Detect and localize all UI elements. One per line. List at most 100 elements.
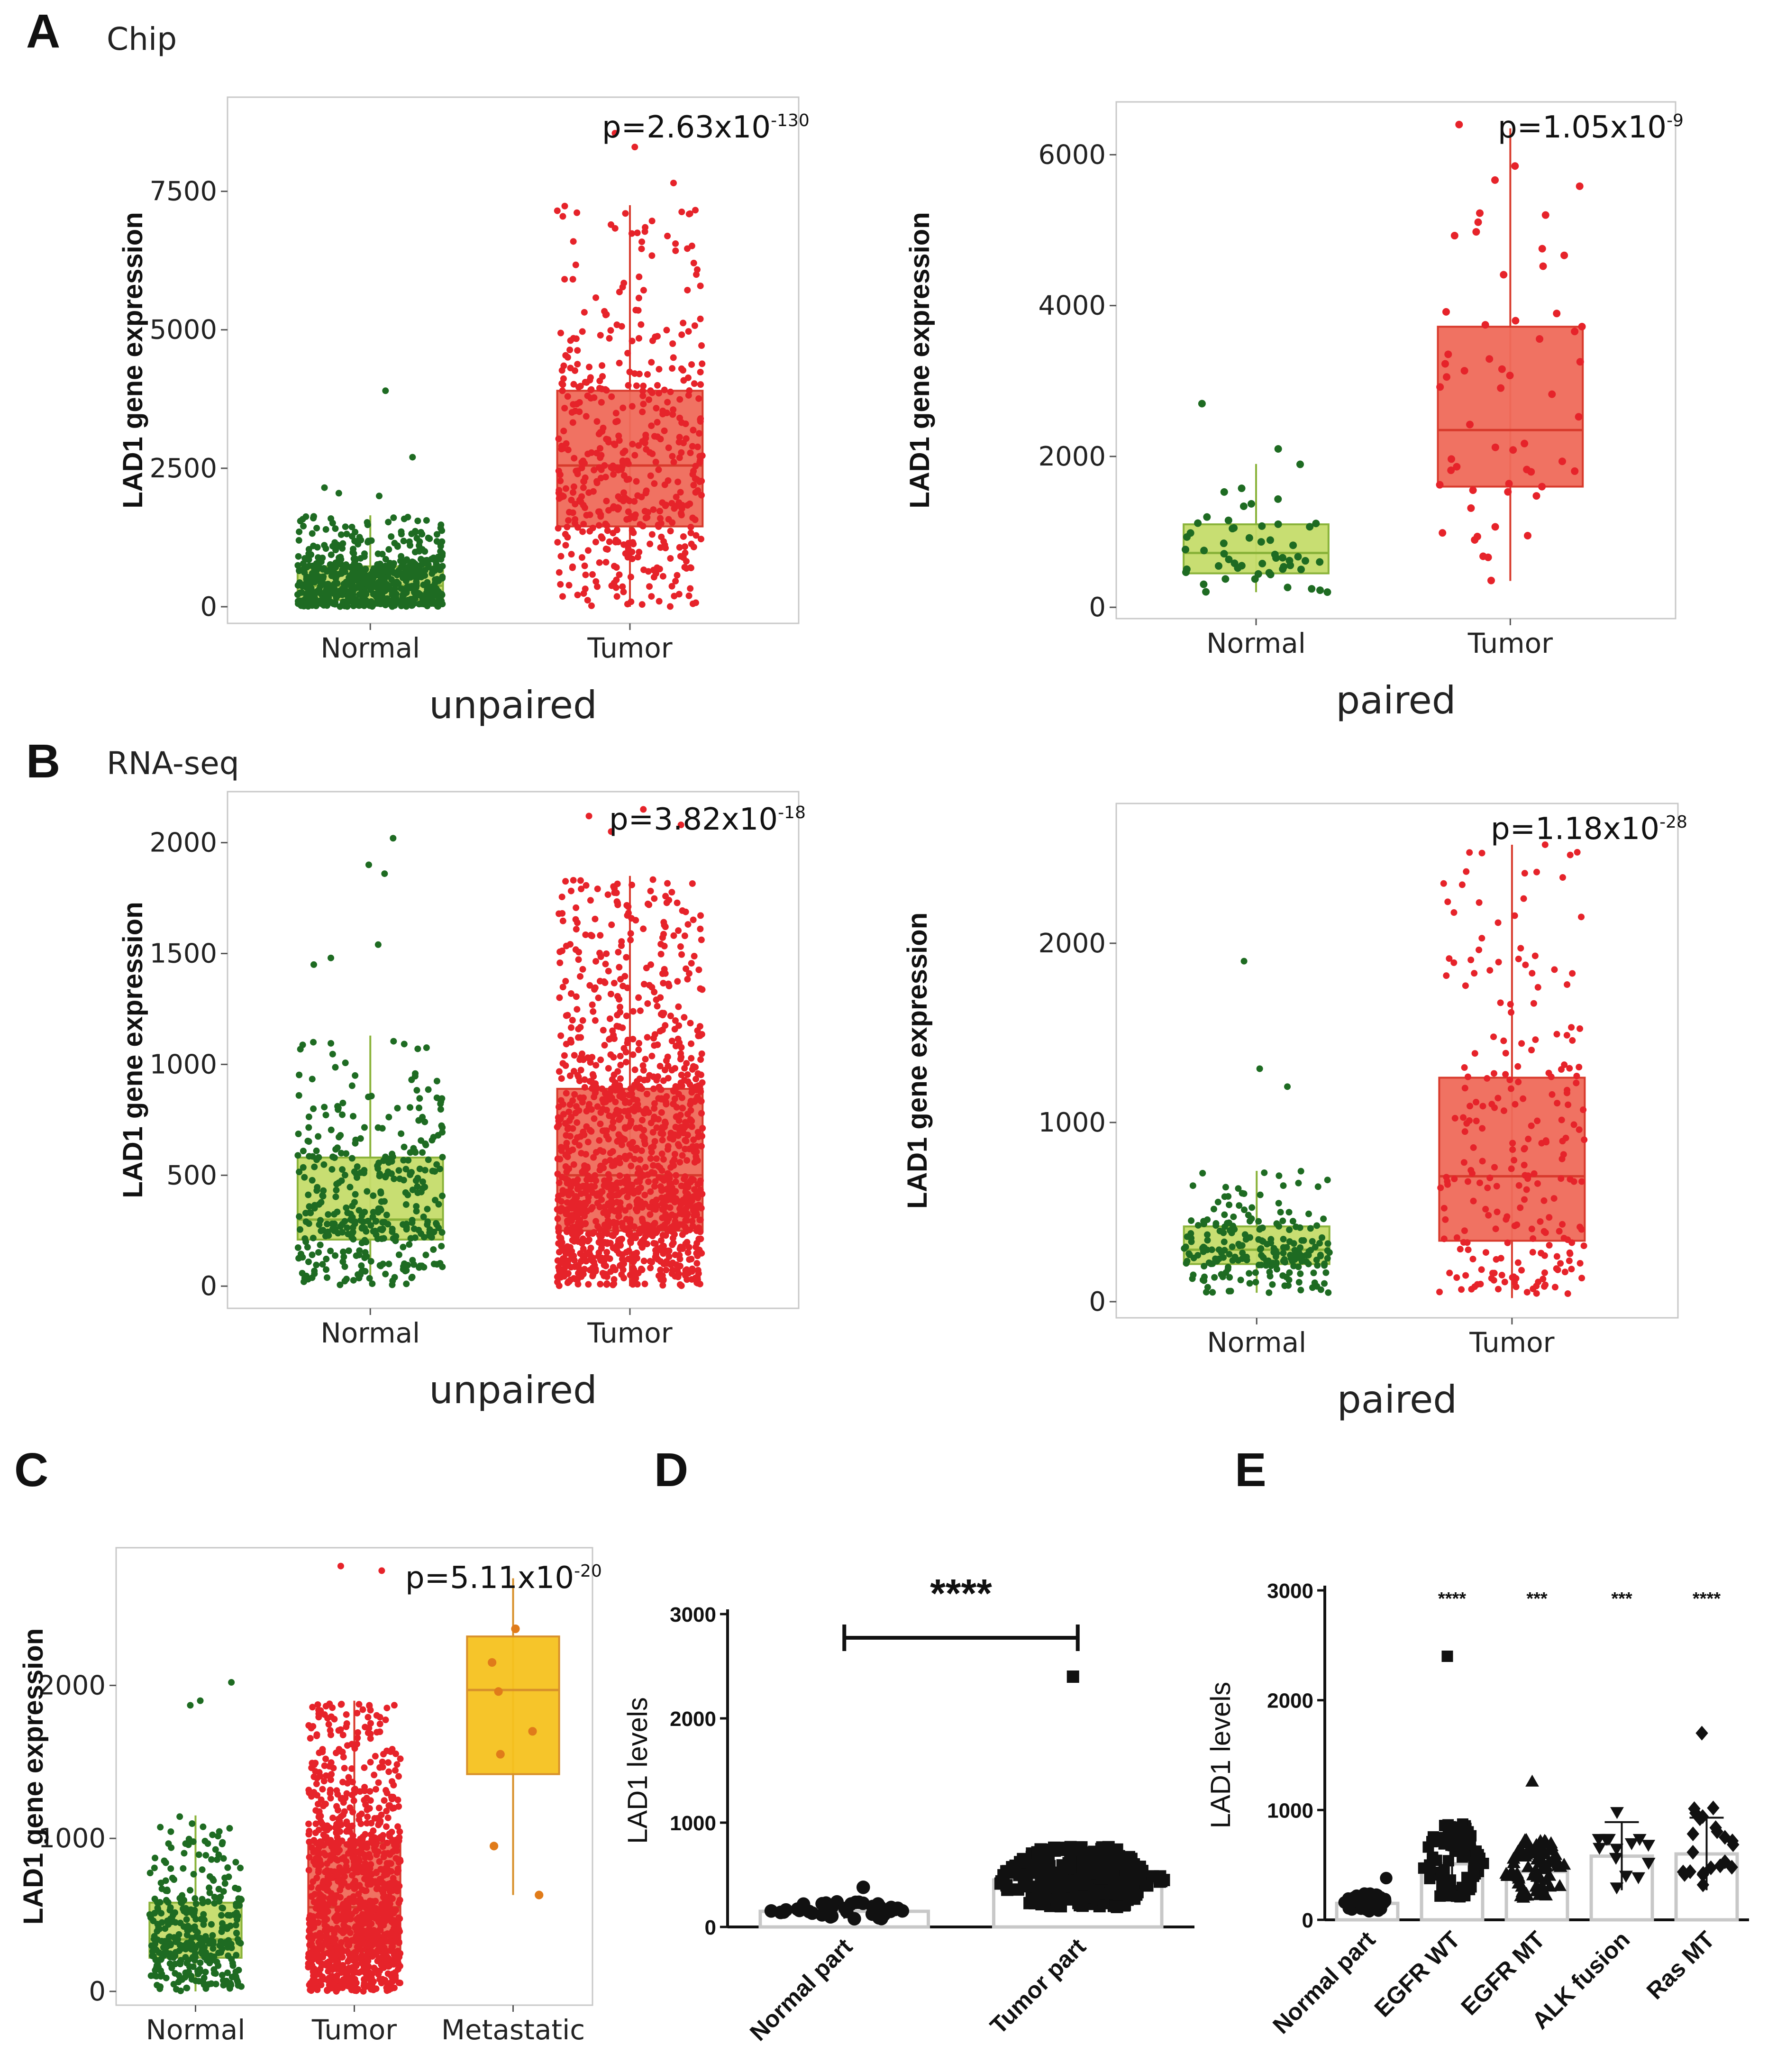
data-point [1229, 1243, 1236, 1251]
outlier-point [608, 828, 615, 835]
data-point [1279, 1272, 1286, 1279]
data-point [634, 1101, 641, 1108]
data-point [656, 598, 663, 605]
outlier-point [677, 821, 684, 829]
data-point [667, 1224, 674, 1232]
data-point [414, 1183, 421, 1190]
data-point [618, 1261, 625, 1268]
data-point [566, 1101, 574, 1108]
data-point [688, 1276, 695, 1283]
data-point [657, 1086, 664, 1093]
data-point [1436, 481, 1444, 489]
data-point [583, 882, 590, 889]
data-point [1511, 912, 1518, 919]
data-point [689, 1066, 696, 1073]
data-point [167, 1828, 174, 1835]
data-point [385, 1768, 392, 1775]
data-point [634, 492, 641, 499]
data-point [152, 1854, 159, 1862]
data-point [693, 1210, 700, 1217]
data-point [341, 1263, 348, 1270]
data-point [225, 1937, 232, 1944]
data-point [555, 435, 562, 442]
data-point [1553, 1031, 1560, 1038]
data-point [565, 517, 572, 524]
data-point [697, 912, 704, 919]
data-point [1517, 1204, 1524, 1211]
data-point [1322, 1269, 1330, 1276]
data-point [1559, 1138, 1566, 1145]
data-point [591, 1229, 598, 1236]
data-point [562, 1062, 569, 1069]
data-point [610, 1124, 617, 1132]
data-point [364, 1844, 371, 1851]
data-point [1575, 413, 1583, 421]
data-point [1538, 1250, 1545, 1257]
data-point [351, 1885, 358, 1892]
data-point [556, 994, 563, 1001]
data-point [562, 542, 569, 549]
data-point [1224, 516, 1232, 524]
data-point [638, 1266, 646, 1273]
data-point [401, 599, 408, 606]
data-point [646, 449, 653, 456]
data-point [1491, 443, 1499, 451]
data-point [1305, 1210, 1312, 1217]
panel-label-b: B [26, 735, 60, 788]
data-point [312, 1932, 319, 1939]
data-point [689, 443, 696, 450]
data-point [606, 1112, 613, 1119]
data-point [602, 386, 609, 393]
data-point [656, 1174, 663, 1181]
data-point [355, 1890, 362, 1898]
data-point [581, 1266, 588, 1273]
data-point [1204, 1284, 1211, 1291]
data-point [647, 1211, 654, 1218]
data-point [305, 1124, 312, 1131]
data-point [328, 551, 335, 558]
data-point [354, 1944, 361, 1951]
data-point [1220, 1229, 1227, 1236]
data-point [1295, 1179, 1302, 1187]
data-point [298, 589, 305, 596]
data-point [690, 427, 697, 434]
data-point [1214, 562, 1222, 570]
data-point [439, 1154, 446, 1161]
data-point [308, 593, 315, 600]
y-tick-label: 4000 [1038, 291, 1106, 321]
data-point [1234, 564, 1242, 572]
data-point [628, 1162, 635, 1169]
data-point [334, 1972, 341, 1979]
data-point [338, 1939, 345, 1946]
data-point [597, 1147, 604, 1154]
outlier-point [631, 144, 638, 151]
data-point [371, 1964, 378, 1972]
data-point [1308, 585, 1316, 593]
data-point [369, 1280, 376, 1287]
data-point [314, 1701, 321, 1708]
data-point [1471, 1050, 1478, 1057]
data-point [617, 1004, 624, 1011]
data-point [301, 1278, 308, 1285]
data-point [1570, 1121, 1577, 1128]
data-point [1278, 554, 1286, 562]
data-point [1493, 1183, 1500, 1190]
x-tick-label: Tumor [1467, 627, 1553, 659]
data-point [1209, 1289, 1216, 1296]
data-point [640, 1077, 647, 1084]
data-point [689, 880, 696, 887]
data-point [615, 949, 622, 956]
data-point [672, 1178, 679, 1186]
data-point [375, 1955, 383, 1962]
data-point [342, 1059, 349, 1067]
data-point [669, 411, 676, 418]
data-point [607, 1268, 614, 1275]
data-point [648, 252, 656, 259]
data-point [672, 1017, 679, 1024]
data-point [648, 531, 656, 538]
data-point [364, 1865, 372, 1872]
data-point [626, 368, 633, 375]
data-point [563, 1176, 570, 1183]
data-point [305, 1191, 312, 1198]
data-point [651, 1183, 658, 1190]
